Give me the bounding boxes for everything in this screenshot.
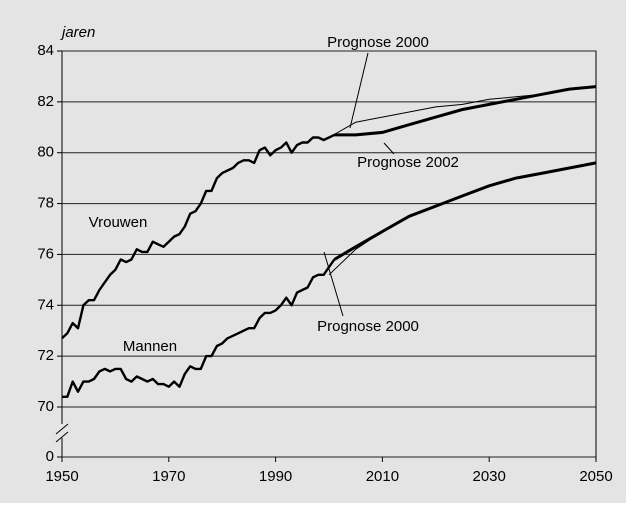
- series-label: Prognose 2002: [357, 154, 459, 171]
- x-tick-label: 1990: [259, 468, 292, 485]
- series-label: Vrouwen: [89, 214, 148, 231]
- x-tick-label: 2010: [366, 468, 399, 485]
- series-line: [62, 258, 336, 398]
- y-tick-label: 70: [37, 398, 54, 415]
- series-label: Mannen: [123, 338, 177, 355]
- x-tick-label: 2030: [473, 468, 506, 485]
- series-label: Prognose 2000: [317, 318, 419, 335]
- y-tick-label: 0: [46, 448, 54, 465]
- y-tick-label: 80: [37, 144, 54, 161]
- y-tick-label: 82: [37, 93, 54, 110]
- y-tick-label: 72: [37, 347, 54, 364]
- x-tick-label: 1950: [45, 468, 78, 485]
- y-tick-label: 74: [37, 296, 54, 313]
- series-line: [334, 85, 597, 137]
- series-line: [333, 161, 597, 261]
- x-tick-label: 1970: [152, 468, 185, 485]
- y-tick-label: 84: [37, 42, 54, 59]
- leader-line: [323, 251, 344, 317]
- y-tick-label: 78: [37, 195, 54, 212]
- series-line: [61, 133, 335, 340]
- axis-break: [55, 423, 69, 443]
- leader-line: [383, 142, 395, 155]
- x-tick-label: 2050: [579, 468, 612, 485]
- y-axis-label: jaren: [60, 24, 95, 41]
- leader-line: [349, 52, 369, 129]
- series-label: Prognose 2000: [327, 34, 429, 51]
- y-tick-label: 76: [37, 245, 54, 262]
